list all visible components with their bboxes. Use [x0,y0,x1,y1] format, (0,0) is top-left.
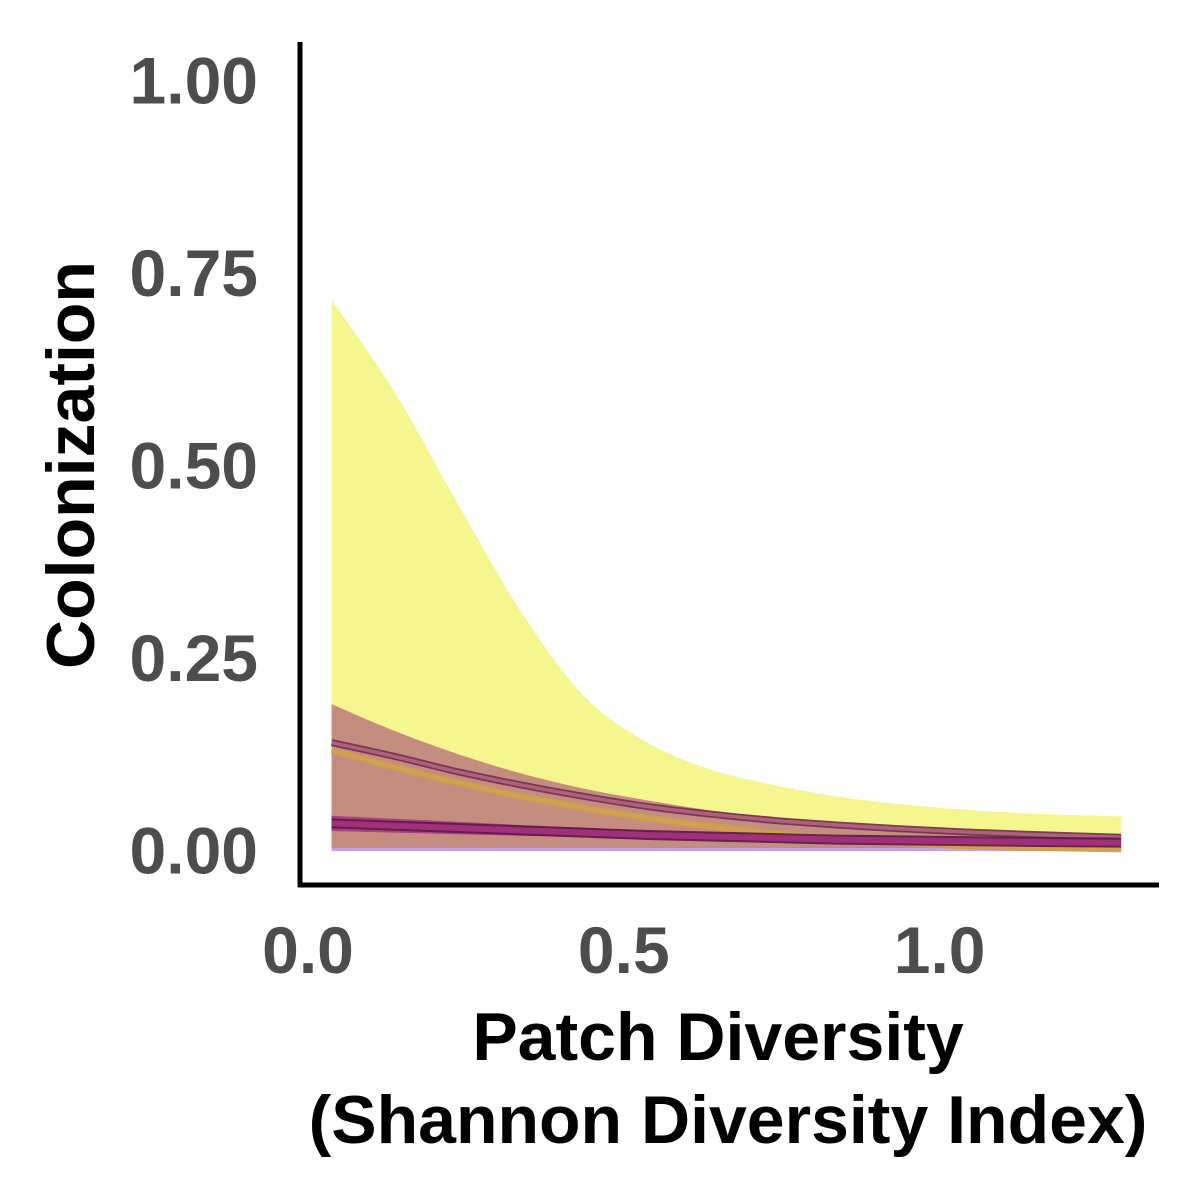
x-tick-label: 0.5 [578,913,670,987]
x-tick-label: 1.0 [894,913,986,987]
y-tick-label: 1.00 [130,43,258,117]
y-tick-label: 0.00 [130,813,258,887]
confidence-band [331,299,1122,849]
x-tick-labels: 0.0 0.5 1.0 [262,913,985,987]
fit-line [331,740,1122,840]
x-axis-title-line1: Patch Diversity [472,999,964,1075]
y-tick-label: 0.50 [130,428,258,502]
y-tick-label: 0.75 [130,236,258,310]
fit-lines [330,739,1122,853]
baseline-band [331,847,1122,852]
y-axis-title: Colonization [33,261,109,669]
x-tick-label: 0.0 [262,913,354,987]
x-axis-title-line2: (Shannon Diversity Index) [309,1082,1148,1158]
y-tick-labels: 0.00 0.25 0.50 0.75 1.00 [130,43,258,887]
fit-line [331,820,1122,846]
confidence-band [331,704,1122,849]
y-tick-label: 0.25 [130,621,258,695]
